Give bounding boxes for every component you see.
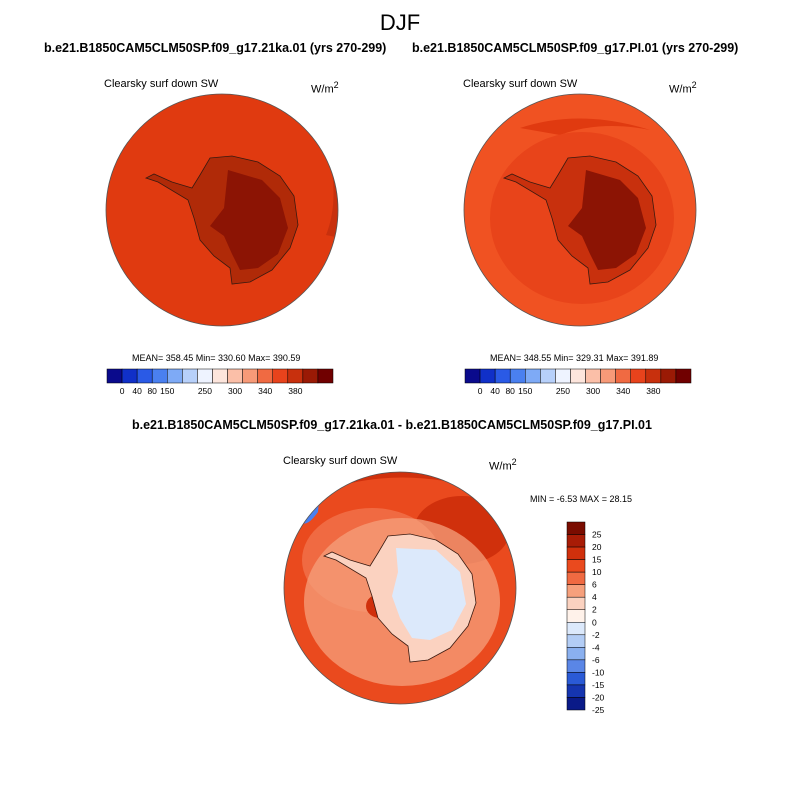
panel3-colorbar-tick-label: 4 — [592, 592, 597, 602]
panel1-colorbar-swatch — [151, 368, 168, 384]
panel3-colorbar-swatch — [566, 609, 586, 623]
panel2-colorbar-tick-label: 300 — [586, 386, 600, 396]
panel2-colorbar-swatch — [585, 368, 601, 384]
panel3-colorbar-tick-label: -2 — [592, 630, 600, 640]
panel3-colorbar-swatch — [566, 584, 586, 598]
panel2-colorbar-tick-label: 250 — [556, 386, 570, 396]
panel2-colorbar-swatch — [479, 368, 496, 384]
panel1-variable: Clearsky surf down SW — [104, 78, 219, 90]
panel1-colorbar-swatch — [121, 368, 138, 384]
panel3-colorbar-swatch — [566, 659, 586, 673]
panel3-colorbar-tick-label: -10 — [592, 667, 605, 677]
panel1-colorbar-tick-label: 250 — [198, 386, 212, 396]
panel2-colorbar-swatch — [540, 368, 556, 384]
panel3-colorbar-tick-label: -4 — [592, 642, 600, 652]
map3-polar — [283, 471, 517, 705]
panel3-colorbar-tick-label: 2 — [592, 605, 597, 615]
panel3-colorbar-swatch — [566, 697, 586, 711]
panel2-colorbar-swatch — [555, 368, 571, 384]
panel1-colorbar-swatch — [317, 368, 334, 384]
panel2-colorbar-swatch — [570, 368, 586, 384]
panel3-title: b.e21.B1850CAM5CLM50SP.f09_g17.21ka.01 -… — [132, 418, 652, 432]
panel3-colorbar-swatch — [566, 534, 586, 548]
panel1-colorbar-tick-label: 40 — [132, 386, 142, 396]
panel1-colorbar-swatch — [136, 368, 153, 384]
panel1-colorbar-tick-label: 340 — [258, 386, 272, 396]
panel1-colorbar-swatch — [272, 368, 289, 384]
panel3-colorbar-swatch — [566, 571, 586, 585]
panel2-colorbar: 0 40 80 150 250 300 340 380 — [464, 368, 692, 396]
panel2-colorbar-tick-label: 0 — [478, 386, 483, 396]
panel3-colorbar-tick-label: 10 — [592, 567, 602, 577]
panel3-colorbar-swatch — [566, 634, 586, 648]
panel1-colorbar: 0 40 80 150 250 300 340 380 — [106, 368, 334, 396]
panel2-colorbar-tick-label: 80 — [505, 386, 515, 396]
panel3-colorbar-swatch — [566, 559, 586, 573]
season-title: DJF — [379, 10, 421, 35]
panel2-colorbar-swatch — [494, 368, 511, 384]
panel1-colorbar-swatch — [257, 368, 273, 384]
panel1-colorbar-swatch — [242, 368, 258, 384]
panel1-colorbar-swatch — [197, 368, 213, 384]
panel2-colorbar-tick-label: 150 — [518, 386, 532, 396]
panel2-colorbar-swatch — [600, 368, 616, 384]
panel2-stats: MEAN= 348.55 Min= 329.31 Max= 391.89 — [490, 353, 659, 363]
panel2-colorbar-tick-label: 340 — [616, 386, 630, 396]
panel2-title: b.e21.B1850CAM5CLM50SP.f09_g17.PI.01 (yr… — [412, 41, 739, 55]
panel2-colorbar-swatch — [675, 368, 692, 384]
panel1-colorbar-swatch — [287, 368, 304, 384]
panel3-colorbar-tick-label: 6 — [592, 580, 597, 590]
panel1-stats: MEAN= 358.45 Min= 330.60 Max= 390.59 — [132, 353, 301, 363]
panel2-colorbar-swatch — [615, 368, 631, 384]
panel3-colorbar-tick-label: -20 — [592, 692, 605, 702]
panel1-colorbar-swatch — [167, 368, 183, 384]
panel2-units: W/m2 — [669, 80, 697, 96]
panel3-units: W/m2 — [489, 457, 517, 473]
panel1-colorbar-tick-label: 80 — [147, 386, 157, 396]
panel3-colorbar-tick-label: -15 — [592, 680, 605, 690]
panel3-colorbar-swatch — [566, 647, 586, 661]
panel3-colorbar-tick-label: 0 — [592, 617, 597, 627]
map1-polar — [105, 93, 339, 327]
panel1-colorbar-swatch — [227, 368, 243, 384]
panel3-colorbar-tick-label: 25 — [592, 530, 602, 540]
panel3-colorbar-tick-label: -25 — [592, 705, 605, 715]
panel3-colorbar-swatch — [566, 684, 586, 698]
panel3-colorbar-swatch — [566, 672, 586, 686]
panel1-title: b.e21.B1850CAM5CLM50SP.f09_g17.21ka.01 (… — [44, 41, 387, 55]
panel3-colorbar-swatch — [566, 596, 586, 610]
panel1-colorbar-tick-label: 150 — [160, 386, 174, 396]
panel1-colorbar-swatch — [302, 368, 319, 384]
panel3-stats: MIN = -6.53 MAX = 28.15 — [530, 494, 633, 504]
panel1-colorbar-tick-label: 300 — [228, 386, 242, 396]
panel3-colorbar-swatch — [566, 521, 586, 535]
panel1-colorbar-swatch — [212, 368, 228, 384]
panel3-variable: Clearsky surf down SW — [283, 455, 398, 467]
panel2-colorbar-swatch — [630, 368, 647, 384]
panel1-colorbar-tick-label: 380 — [288, 386, 302, 396]
panel1-colorbar-tick-label: 0 — [120, 386, 125, 396]
panel2-colorbar-swatch — [645, 368, 662, 384]
panel2-variable: Clearsky surf down SW — [463, 78, 578, 90]
panel1-units: W/m2 — [311, 80, 339, 96]
panel1-colorbar-swatch — [106, 368, 123, 384]
panel3-colorbar-tick-label: 20 — [592, 542, 602, 552]
panel3-colorbar-tick-label: 15 — [592, 555, 602, 565]
panel2-colorbar-swatch — [464, 368, 481, 384]
map2-polar — [463, 93, 697, 327]
panel3-colorbar-swatch — [566, 622, 586, 636]
panel2-colorbar-swatch — [525, 368, 541, 384]
panel3-colorbar-tick-label: -6 — [592, 655, 600, 665]
panel1-colorbar-swatch — [182, 368, 198, 384]
panel2-colorbar-swatch — [660, 368, 677, 384]
panel2-colorbar-tick-label: 380 — [646, 386, 660, 396]
panel2-colorbar-tick-label: 40 — [490, 386, 500, 396]
panel2-colorbar-swatch — [509, 368, 526, 384]
panel3-colorbar-swatch — [566, 546, 586, 560]
